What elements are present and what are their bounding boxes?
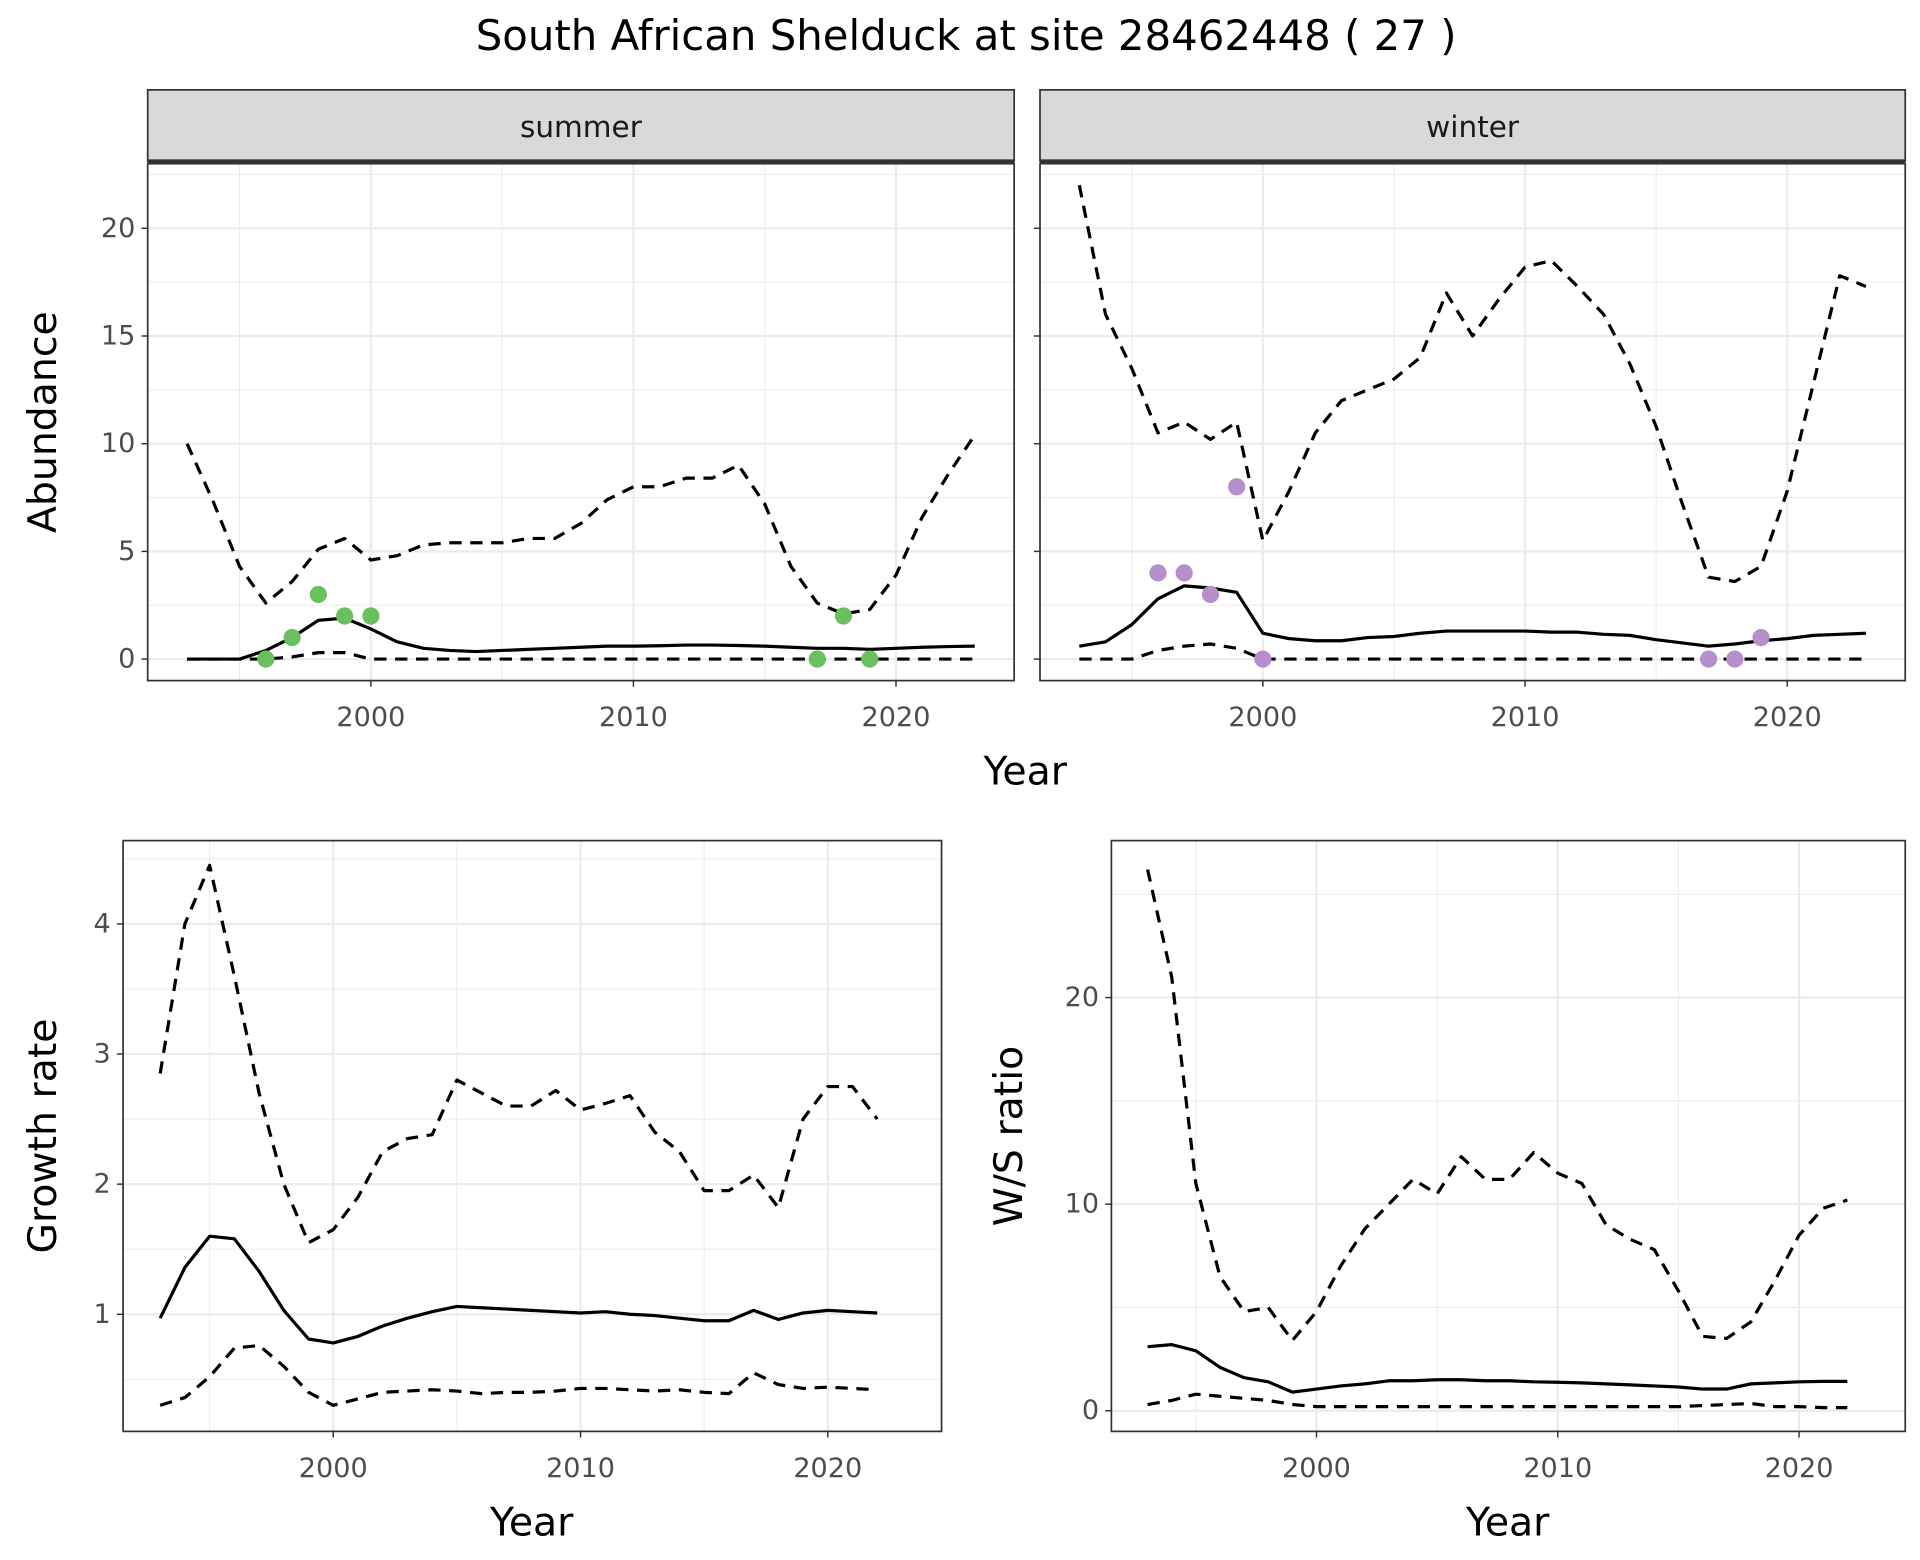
x-tick-label: 2010 [599,702,668,733]
figure-title: South African Shelduck at site 28462448 … [476,11,1457,60]
data-point [336,607,354,625]
y-tick-label: 0 [118,644,135,675]
x-tick-label: 2000 [336,702,405,733]
interval-line [159,1343,878,1407]
x-tick-label: 2020 [1753,702,1822,733]
y-tick-label: 2 [94,1169,111,1200]
x-tick-label: 2020 [862,702,931,733]
y-tick-label: 10 [101,428,135,459]
data-point [283,628,301,647]
facet-label: summer [520,110,643,144]
data-point [1254,650,1272,668]
data-point [1726,650,1744,668]
interval-line [1077,184,1867,584]
x-tick-label: 2000 [1282,1453,1351,1484]
x-tick-label: 2010 [1491,702,1560,733]
y-axis-title: W/S ratio [986,1046,1032,1227]
x-tick-label: 2000 [1228,702,1297,733]
x-tick-label: 2020 [793,1453,862,1484]
data-point [1228,478,1246,496]
x-axis-title: Year [1465,1499,1550,1545]
y-tick-label: 3 [94,1039,111,1070]
y-tick-label: 0 [1082,1395,1099,1426]
panel-border [122,839,943,1433]
data-point [808,650,826,668]
y-tick-label: 20 [1065,982,1099,1013]
x-tick-label: 2010 [1523,1453,1592,1484]
x-tick-label: 2020 [1765,1453,1834,1484]
interval-line [187,651,975,661]
x-tick-label: 2010 [546,1453,615,1484]
data-point [861,650,879,668]
facet-label: winter [1426,110,1520,144]
facet-strip [1039,88,1907,163]
y-axis-title: Abundance [20,311,66,533]
x-axis-title: Year [983,749,1068,795]
data-point [257,650,275,668]
data-point [834,607,853,625]
facet-strip [146,88,1016,163]
interval-line [1146,869,1848,1343]
panel-border [1110,839,1907,1433]
panel-background [1040,163,1906,681]
data-point [1201,585,1220,604]
y-tick-label: 5 [118,536,135,567]
y-tick-label: 1 [94,1299,111,1330]
interval-line [185,434,977,616]
data-point [1175,564,1193,582]
data-point [1752,628,1770,647]
y-tick-label: 15 [101,320,135,351]
data-point [362,607,380,625]
mean-line [1147,1343,1848,1394]
panel-background [1111,840,1906,1432]
mean-line [158,1234,878,1345]
panel-background [147,163,1015,681]
data-point [1699,650,1718,668]
data-point [309,585,327,604]
x-tick-label: 2000 [299,1453,368,1484]
data-point [1149,564,1167,582]
y-axis-title: Growth rate [20,1018,66,1253]
panel-border [1039,162,1907,682]
mean-line [187,616,975,661]
y-tick-label: 20 [101,213,135,244]
x-axis-title: Year [489,1499,574,1545]
y-tick-label: 10 [1065,1189,1099,1220]
y-tick-label: 4 [94,908,111,939]
panel-background [123,840,942,1432]
interval-line [158,863,879,1245]
panel-border [146,162,1016,682]
